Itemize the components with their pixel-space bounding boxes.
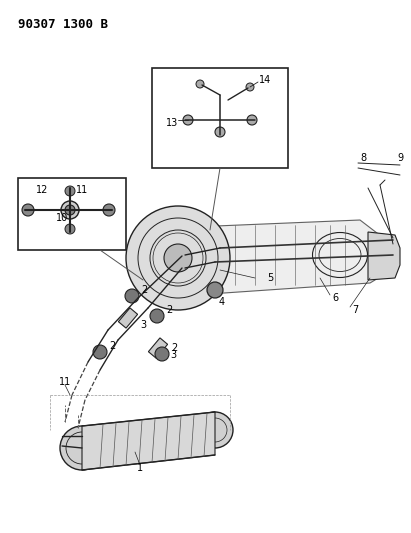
- Text: 4: 4: [219, 297, 225, 307]
- Circle shape: [246, 83, 254, 91]
- Circle shape: [22, 204, 34, 216]
- Circle shape: [103, 204, 115, 216]
- Circle shape: [183, 115, 193, 125]
- Text: 14: 14: [259, 75, 271, 85]
- Circle shape: [60, 426, 104, 470]
- Circle shape: [164, 244, 192, 272]
- Text: 2: 2: [166, 305, 172, 315]
- Circle shape: [65, 186, 75, 196]
- Text: 11: 11: [76, 185, 88, 195]
- Circle shape: [125, 289, 139, 303]
- Text: 2: 2: [109, 341, 115, 351]
- Text: 3: 3: [140, 320, 146, 330]
- Text: 12: 12: [36, 185, 48, 195]
- Circle shape: [155, 347, 169, 361]
- Circle shape: [93, 345, 107, 359]
- Polygon shape: [152, 220, 395, 295]
- Text: 2: 2: [171, 343, 177, 353]
- Circle shape: [65, 224, 75, 234]
- Polygon shape: [82, 412, 215, 470]
- Text: 2: 2: [141, 285, 147, 295]
- Circle shape: [65, 205, 75, 215]
- Bar: [18, 178, 126, 250]
- Text: 90307 1300 B: 90307 1300 B: [18, 18, 108, 31]
- Polygon shape: [118, 308, 138, 328]
- Circle shape: [197, 412, 233, 448]
- Text: 3: 3: [170, 350, 176, 360]
- Text: 11: 11: [59, 377, 71, 387]
- Text: 7: 7: [352, 305, 358, 315]
- Circle shape: [150, 309, 164, 323]
- Circle shape: [207, 282, 223, 298]
- Circle shape: [196, 80, 204, 88]
- Text: 5: 5: [267, 273, 273, 283]
- Text: 10: 10: [56, 213, 68, 223]
- Circle shape: [61, 201, 79, 219]
- Text: 1: 1: [137, 463, 143, 473]
- Text: 8: 8: [360, 153, 366, 163]
- Circle shape: [126, 206, 230, 310]
- Circle shape: [215, 127, 225, 137]
- Polygon shape: [368, 232, 400, 280]
- Text: 9: 9: [397, 153, 403, 163]
- Circle shape: [247, 115, 257, 125]
- Text: 13: 13: [166, 118, 178, 128]
- Bar: [152, 68, 288, 168]
- Polygon shape: [148, 338, 168, 358]
- Text: 6: 6: [332, 293, 338, 303]
